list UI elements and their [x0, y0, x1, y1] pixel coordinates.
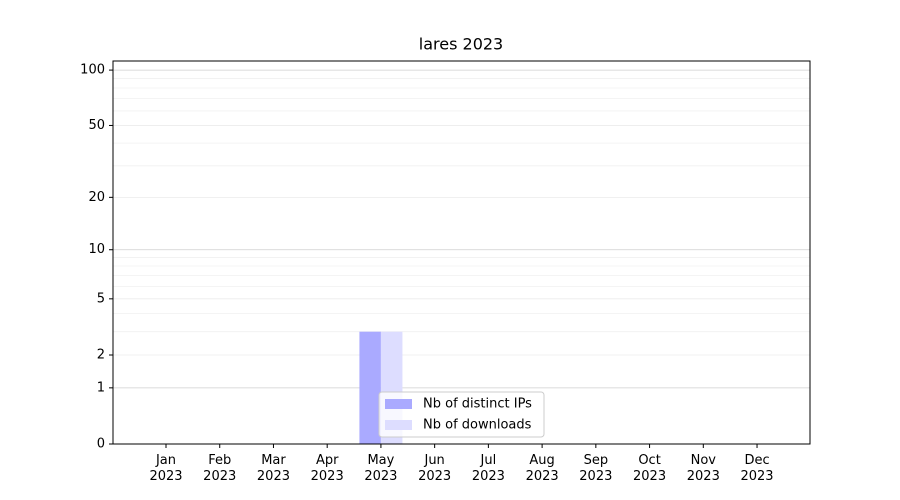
y-tick-label: 20 [88, 190, 105, 205]
x-tick-label: Mar 2023 [256, 453, 290, 484]
y-tick-label: 50 [88, 118, 105, 133]
x-tick-label: Jun 2023 [418, 453, 452, 484]
legend-label: Nb of downloads [423, 418, 532, 433]
plot-frame [112, 60, 811, 445]
y-tick-label: 10 [88, 242, 105, 257]
x-tick-label: Jan 2023 [149, 453, 183, 484]
x-tick-label: Feb 2023 [203, 453, 237, 484]
x-tick-label: Nov 2023 [686, 453, 720, 484]
chart-title: lares 2023 [419, 35, 503, 54]
x-tick-label: May 2023 [364, 453, 398, 484]
legend-box [378, 391, 545, 438]
y-tick-label: 5 [97, 291, 105, 306]
x-tick-label: Sep 2023 [579, 453, 613, 484]
x-tick-label: Dec 2023 [740, 453, 774, 484]
y-tick-label: 100 [80, 63, 105, 78]
x-tick-label: Oct 2023 [633, 453, 667, 484]
x-tick-label: Aug 2023 [525, 453, 559, 484]
legend-label: Nb of distinct IPs [423, 397, 532, 412]
legend-swatch [385, 420, 412, 430]
y-tick-label: 0 [97, 437, 105, 452]
x-tick-label: Apr 2023 [310, 453, 344, 484]
legend-swatch [385, 399, 412, 409]
y-tick-label: 2 [97, 347, 105, 362]
y-tick-label: 1 [97, 380, 105, 395]
x-tick-label: Jul 2023 [471, 453, 505, 484]
bar [359, 331, 381, 444]
